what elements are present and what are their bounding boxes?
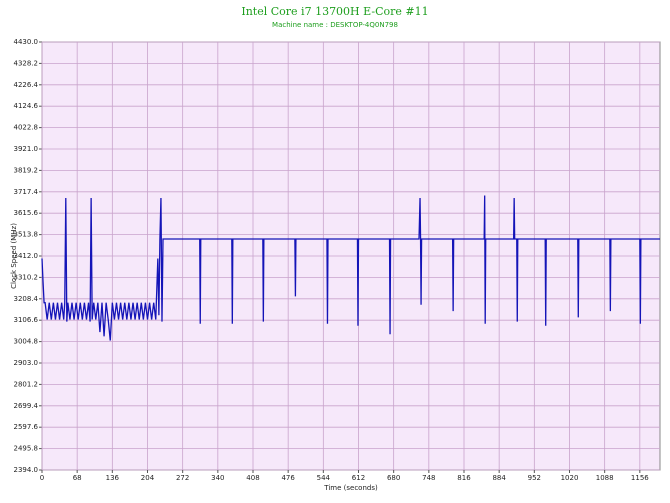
y-tick-label: 2801.2 <box>14 380 39 388</box>
x-tick-label: 1088 <box>596 474 614 482</box>
y-tick-label: 2699.4 <box>14 402 39 410</box>
y-tick-label: 2597.6 <box>14 423 39 431</box>
x-tick-label: 0 <box>40 474 44 482</box>
y-tick-label: 4430.0 <box>14 38 39 46</box>
x-tick-label: 748 <box>422 474 435 482</box>
y-tick-label: 2903.0 <box>14 359 39 367</box>
x-tick-label: 476 <box>281 474 295 482</box>
y-tick-label: 3717.4 <box>14 188 39 196</box>
x-axis-label: Time (seconds) <box>323 484 378 492</box>
x-tick-label: 884 <box>492 474 506 482</box>
x-tick-label: 340 <box>211 474 224 482</box>
y-tick-label: 4226.4 <box>14 81 39 89</box>
y-tick-label: 3310.2 <box>14 273 39 281</box>
y-tick-label: 3106.6 <box>14 316 39 324</box>
y-axis-label: Clock Speed (MHz) <box>10 223 18 289</box>
y-tick-label: 4022.8 <box>14 124 39 132</box>
x-tick-label: 272 <box>176 474 189 482</box>
x-tick-label: 544 <box>317 474 331 482</box>
x-tick-label: 408 <box>246 474 259 482</box>
x-tick-label: 204 <box>141 474 155 482</box>
y-tick-label: 3513.8 <box>14 231 39 239</box>
series-line <box>41 195 660 341</box>
y-tick-label: 4328.2 <box>14 59 39 67</box>
x-tick-label: 816 <box>457 474 471 482</box>
y-tick-label: 3208.4 <box>14 295 39 303</box>
x-tick-label: 68 <box>73 474 82 482</box>
y-tick-label: 4124.6 <box>14 102 39 110</box>
x-tick-label: 680 <box>387 474 400 482</box>
x-tick-label: 612 <box>352 474 365 482</box>
x-tick-label: 136 <box>106 474 120 482</box>
y-tick-label: 2394.0 <box>14 466 39 474</box>
chart-subtitle: Machine name : DESKTOP-4Q0N798 <box>272 21 398 29</box>
x-tick-label: 952 <box>528 474 541 482</box>
x-tick-label: 1020 <box>561 474 579 482</box>
x-tick-label: 1156 <box>631 474 649 482</box>
y-tick-label: 2495.8 <box>14 445 39 453</box>
y-tick-label: 3819.2 <box>14 166 39 174</box>
y-tick-label: 3004.8 <box>14 338 39 346</box>
y-tick-label: 3412.0 <box>14 252 39 260</box>
chart-title: Intel Core i7 13700H E-Core #11 <box>241 5 428 18</box>
y-tick-label: 3921.0 <box>14 145 39 153</box>
y-tick-label: 3615.6 <box>14 209 39 217</box>
